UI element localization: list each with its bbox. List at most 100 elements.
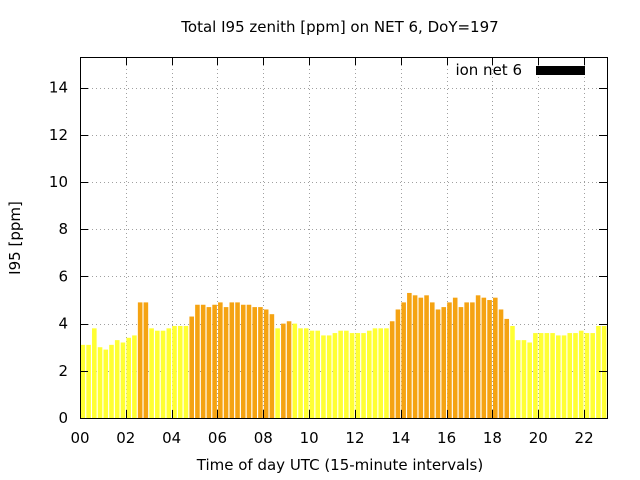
bar <box>183 325 189 418</box>
bar <box>458 307 464 418</box>
bar <box>103 349 109 418</box>
bar <box>292 323 298 418</box>
bar <box>263 309 269 418</box>
bar <box>475 295 481 418</box>
bar <box>114 340 120 418</box>
y-tick-labels: 0 2 4 6 8 10 12 14 <box>49 79 68 427</box>
bar <box>258 307 263 418</box>
bar <box>510 325 515 418</box>
bar <box>166 328 172 418</box>
bar <box>567 333 573 418</box>
bar <box>281 323 286 418</box>
bar <box>143 302 149 418</box>
bar <box>355 333 361 418</box>
bar <box>97 347 103 418</box>
x-tick-label: 00 <box>70 429 89 447</box>
bar <box>515 340 521 418</box>
bar <box>206 307 212 418</box>
bar <box>326 335 332 418</box>
x-tick-labels: 00 02 04 06 08 10 12 14 16 18 20 22 <box>70 429 593 447</box>
bar <box>452 297 458 418</box>
bar <box>366 330 372 418</box>
x-tick-label: 04 <box>162 429 181 447</box>
x-tick-label: 10 <box>300 429 319 447</box>
bar <box>584 333 590 418</box>
bar <box>430 302 435 418</box>
bar <box>309 330 315 418</box>
bar <box>573 333 578 418</box>
bar <box>275 328 280 418</box>
y-tick-label: 12 <box>49 126 68 144</box>
bar <box>155 330 160 418</box>
bar <box>212 304 217 418</box>
legend-label: ion net 6 <box>455 61 522 79</box>
x-tick-label: 16 <box>437 429 456 447</box>
y-tick-label: 8 <box>58 220 68 238</box>
y-tick-label: 2 <box>58 362 68 380</box>
bar <box>349 333 355 418</box>
bar <box>315 330 321 418</box>
y-tick-label: 10 <box>49 173 68 191</box>
bar <box>172 325 177 418</box>
bar <box>389 321 395 418</box>
bar <box>80 344 86 418</box>
bar <box>361 333 366 418</box>
y-axis-label: I95 [ppm] <box>6 201 24 275</box>
bar <box>246 304 252 418</box>
legend-swatch <box>536 66 585 75</box>
axis-ticks <box>80 57 607 419</box>
bar <box>92 328 97 418</box>
bar <box>441 307 447 418</box>
x-tick-label: 22 <box>575 429 594 447</box>
bar <box>149 328 154 418</box>
bar <box>269 314 275 418</box>
x-tick-label: 12 <box>345 429 364 447</box>
bar <box>401 302 406 418</box>
bar <box>418 297 424 418</box>
bar <box>126 337 131 418</box>
bar <box>498 309 504 418</box>
bar <box>195 304 200 418</box>
bar <box>338 330 343 418</box>
chart-title: Total I95 zenith [ppm] on NET 6, DoY=197 <box>180 18 498 36</box>
bar <box>344 330 349 418</box>
legend: ion net 6 <box>455 61 585 79</box>
bar <box>556 335 561 418</box>
bar <box>189 316 194 418</box>
x-tick-label: 06 <box>208 429 227 447</box>
grid-lines <box>80 57 607 418</box>
bar <box>435 309 441 418</box>
x-tick-label: 14 <box>391 429 410 447</box>
bar <box>240 304 246 418</box>
bar <box>303 328 309 418</box>
bar <box>596 325 601 418</box>
bar <box>372 328 378 418</box>
bar <box>378 328 384 418</box>
bar <box>321 335 326 418</box>
x-tick-label: 08 <box>254 429 273 447</box>
bar <box>137 302 143 418</box>
bar <box>590 333 595 418</box>
bar <box>218 302 223 418</box>
bar <box>464 302 469 418</box>
bar <box>561 335 567 418</box>
bar <box>132 335 137 418</box>
bar <box>223 307 229 418</box>
x-tick-label: 18 <box>483 429 502 447</box>
x-axis-label: Time of day UTC (15-minute intervals) <box>196 456 483 474</box>
bar <box>252 307 257 418</box>
bar <box>200 304 206 418</box>
bar <box>504 318 510 418</box>
bar <box>407 292 412 418</box>
bar <box>412 295 418 418</box>
bar <box>470 302 475 418</box>
bar <box>550 333 555 418</box>
bar <box>120 342 126 418</box>
bar <box>481 297 487 418</box>
bar <box>521 340 527 418</box>
bar <box>578 330 584 418</box>
x-tick-label: 20 <box>529 429 548 447</box>
x-tick-label: 02 <box>116 429 135 447</box>
y-tick-label: 6 <box>58 267 68 285</box>
